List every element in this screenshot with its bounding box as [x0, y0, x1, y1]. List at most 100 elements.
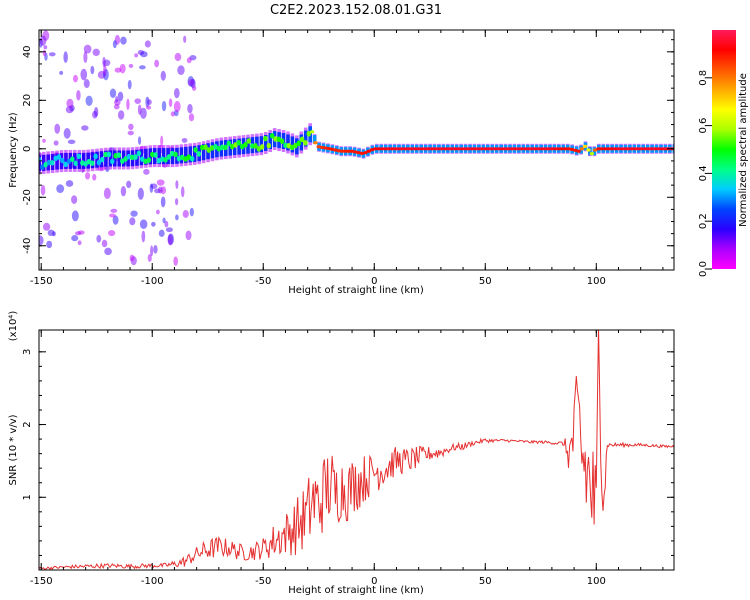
ridge-point [652, 147, 658, 151]
ridge-point [572, 148, 578, 152]
ridge-point [589, 152, 595, 156]
ridge-band [286, 134, 290, 151]
spectrogram-ylabel: Frequency (Hz) [8, 112, 19, 188]
noise-blob [130, 210, 138, 217]
noise-blob [173, 88, 180, 99]
noise-blob [65, 180, 74, 187]
spectrogram-xtick-label: -50 [255, 276, 271, 287]
ridge-point [83, 160, 88, 167]
noise-blob [63, 51, 68, 63]
noise-blob [137, 187, 144, 200]
ridge-point [649, 147, 654, 151]
noise-blob [187, 103, 193, 114]
ridge-point [126, 153, 132, 160]
ridge-point [76, 153, 82, 160]
noise-blob [90, 65, 95, 75]
snr-ytick-label: 3 [22, 349, 33, 355]
ridge-point [559, 147, 565, 151]
ridge-point [446, 147, 451, 151]
snr-xtick-label: -150 [30, 576, 53, 587]
ridge-band [64, 152, 68, 169]
ridge-point [276, 136, 281, 143]
colorbar-tick-label: 0.0 [698, 261, 709, 277]
ridge-point [549, 147, 555, 151]
noise-blob [156, 179, 165, 186]
noise-blob [137, 136, 142, 145]
noise-blob [162, 217, 166, 224]
noise-blob [145, 96, 150, 108]
noise-blob [117, 110, 125, 120]
noise-blob [191, 85, 197, 91]
colorbar-ticks: 0.0 0.2 0.4 0.6 0.8 [698, 70, 712, 277]
noise-blob [65, 106, 74, 114]
noise-blob [114, 67, 122, 73]
noise-blob [119, 63, 126, 74]
colorbar-gradient [712, 30, 736, 269]
ridge-point [506, 147, 511, 151]
ridge-band [157, 148, 161, 165]
spectrogram-marks [39, 30, 674, 266]
noise-blob [167, 233, 174, 245]
ridge-point [409, 147, 415, 151]
snr-frame [38, 329, 675, 571]
noise-blob [127, 130, 134, 136]
ridge-point [642, 147, 648, 151]
ridge-point [136, 150, 142, 157]
noise-blob [120, 36, 127, 45]
colorbar-tick-label: 0.2 [698, 213, 709, 229]
noise-blob [59, 70, 64, 75]
ridge-point [456, 147, 461, 151]
ridge-point [73, 160, 78, 167]
noise-blob [145, 105, 152, 110]
ridge-point [586, 148, 591, 152]
noise-blob [182, 210, 189, 218]
spectrogram-xtick-label: 50 [479, 276, 492, 287]
ridge-point [346, 149, 351, 153]
ridge-point [369, 148, 375, 152]
noise-blob [129, 217, 136, 226]
ridge-point [632, 147, 638, 151]
noise-blob [63, 128, 71, 139]
noise-blob [177, 65, 185, 76]
ridge-band [144, 148, 148, 165]
noise-blob [160, 135, 164, 147]
ridge-point [173, 151, 178, 158]
noise-blob [42, 138, 46, 143]
ridge-point [436, 147, 441, 151]
noise-blob [77, 240, 82, 246]
ridge-point [469, 147, 475, 151]
noise-blob [101, 239, 108, 248]
ridge-point [279, 138, 285, 144]
ridge-point [40, 164, 45, 170]
ridge-point [383, 147, 388, 151]
noise-blob [72, 74, 79, 83]
noise-blob [161, 100, 167, 112]
colorbar-tick-label: 0.6 [698, 118, 709, 134]
ridge-point [596, 147, 601, 151]
ridge-point [186, 154, 192, 160]
ridge-point [303, 140, 308, 146]
spectrogram-ytick-label: 0 [22, 146, 33, 152]
spectrogram-ticks: -150 -100 -50 0 50 100 -40 -20 0 20 40 [22, 30, 674, 287]
noise-blob [76, 90, 81, 101]
ridge-band [290, 136, 295, 153]
ridge-band [90, 152, 95, 169]
noise-blob [129, 254, 135, 262]
spectrogram-xtick-label: -100 [141, 276, 164, 287]
ridge-point [256, 146, 262, 152]
noise-blob [48, 52, 56, 57]
noise-blob [143, 168, 150, 175]
spectrogram-xlabel: Height of straight line (km) [288, 285, 424, 296]
ridge-point [536, 147, 541, 151]
ridge-band [39, 155, 42, 172]
ridge-point [556, 147, 561, 151]
ridge-band [303, 130, 308, 147]
ridge-point [592, 148, 598, 152]
ridge-band [201, 144, 206, 161]
ridge-point [163, 156, 168, 163]
ridge-point [539, 147, 545, 151]
ridge-point [243, 141, 248, 148]
ridge-band [263, 134, 268, 151]
ridge-point [329, 147, 335, 151]
noise-blob [109, 213, 116, 218]
